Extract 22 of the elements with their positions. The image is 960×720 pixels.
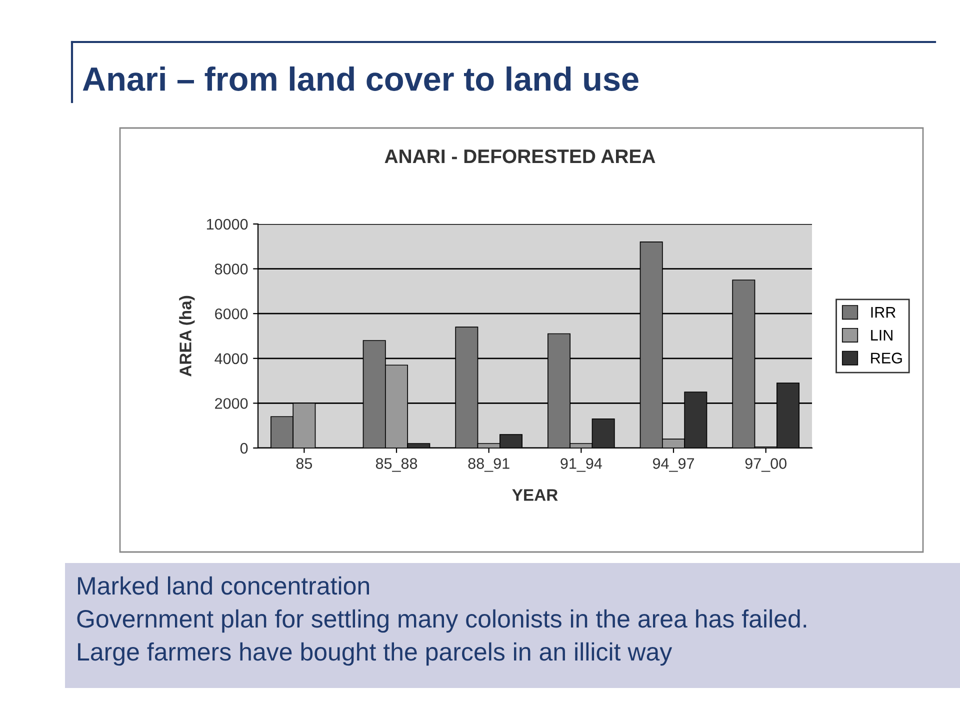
- x-tick-label: 88_91: [468, 458, 510, 472]
- y-tick-label: 6000: [215, 308, 248, 320]
- x-tick-label: 85_88: [376, 458, 418, 472]
- chart-subtitle: ANARI - DEFORESTED AREA: [384, 149, 656, 164]
- x-tick-label: 91_94: [560, 458, 602, 472]
- legend-label: LIN: [871, 330, 892, 340]
- x-axis-title: YEAR: [512, 489, 558, 501]
- legend-label: REG: [871, 352, 902, 364]
- y-axis-title: AREA (ha): [179, 296, 195, 376]
- text: Government plan for settling many colonists in the area has failed.: [77, 609, 806, 633]
- y-tick-label: 0: [240, 442, 248, 454]
- y-tick-label: 4000: [214, 353, 248, 364]
- text: Marked land concentration: [78, 576, 369, 595]
- y-tick-label: 8000: [214, 264, 248, 274]
- x-tick-label: 97_00: [745, 458, 786, 472]
- text: Large farmers have bought the parcels in an illicit way: [78, 642, 672, 666]
- x-tick-label: 94_97: [652, 458, 694, 472]
- y-tick-label: 10000: [206, 218, 248, 230]
- x-tick-label: 85: [296, 458, 312, 469]
- y-tick-label: 2000: [215, 398, 248, 409]
- legend-label: IRR: [871, 307, 896, 318]
- chart-title: Anari – from land cover to land use: [82, 66, 638, 91]
